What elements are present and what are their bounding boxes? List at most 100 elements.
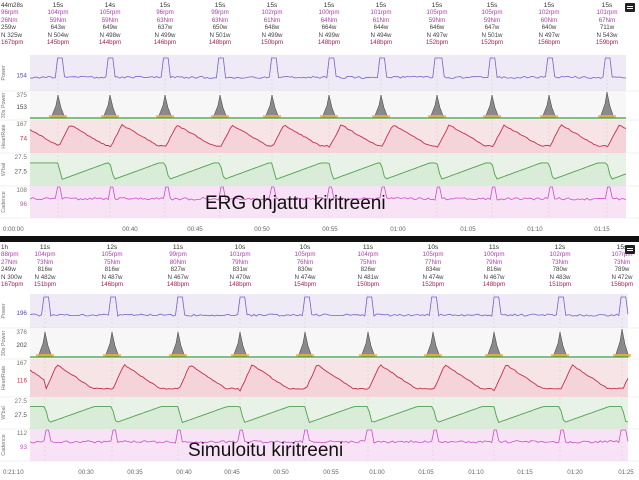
- track-current-value: 74: [20, 135, 28, 142]
- interval-n: N 498w: [99, 31, 121, 39]
- interval-column[interactable]: 11s 100rpm 79Nm 816w N 467w 148bpm: [474, 244, 514, 288]
- interval-column[interactable]: 15s 105rpm 59Nm 647w N 501w 152bpm: [472, 2, 512, 46]
- interval-column[interactable]: 11s 104rpm 73Nm 816w N 482w 151bpm: [25, 244, 65, 288]
- time-axis-label: 00:35: [127, 469, 143, 476]
- wbal-series: [30, 406, 629, 424]
- zone-band: [169, 354, 187, 357]
- track-background: [30, 328, 628, 359]
- time-axis-label: 01:10: [468, 469, 484, 476]
- zone-band: [320, 115, 338, 118]
- interval-nm: 75Nm: [359, 258, 377, 266]
- track-current-value: 154: [16, 72, 27, 79]
- interval-dur: 10s: [427, 244, 439, 251]
- interval-rpm: 105rpm: [481, 9, 503, 17]
- interval-dur: 11s: [362, 244, 374, 251]
- workout-summary: 1h 88rpm 27Nm 249w N 300w 167bpm: [1, 244, 23, 288]
- interval-bpm: 151bpm: [548, 281, 572, 289]
- time-axis-label: 00:45: [187, 226, 203, 233]
- interval-bpm: 148bpm: [482, 281, 506, 289]
- interval-column[interactable]: 15s 102rpm 61Nm 648w N 499w 150bpm: [252, 2, 292, 46]
- interval-w: 650w: [212, 24, 228, 32]
- interval-n: N 543w: [596, 31, 618, 39]
- zone-band: [103, 354, 121, 357]
- interval-column[interactable]: 15s 105rpm 59Nm 646w N 497w 152bpm: [417, 2, 457, 46]
- interval-dur: 15s: [601, 2, 613, 9]
- interval-nm: 59Nm: [483, 16, 501, 24]
- interval-dur: 15s: [543, 2, 555, 9]
- zone-band: [296, 354, 314, 357]
- interval-dur: 14s: [104, 2, 116, 9]
- zone-band: [263, 115, 281, 118]
- interval-column[interactable]: 10s 105rpm 76Nm 830w N 474w 154bpm: [285, 244, 325, 288]
- interval-column[interactable]: 14s 105rpm 59Nm 649w N 498w 144bpm: [90, 2, 130, 46]
- zone-band: [156, 115, 174, 118]
- interval-n: N 501w: [481, 31, 503, 39]
- track-top-value: 108: [16, 187, 27, 194]
- time-axis-label: 00:55: [323, 469, 339, 476]
- interval-bpm: 151bpm: [33, 281, 57, 289]
- summary-np: N 300w: [1, 273, 22, 281]
- workout-chart[interactable]: Power 196 30s Power 376 202 HeartRate 167 116 W'…: [0, 242, 639, 480]
- summary-torque: 26Nm: [1, 16, 18, 24]
- interval-bpm: 146bpm: [100, 281, 124, 289]
- interval-dur: 15s: [266, 2, 278, 9]
- interval-bpm: 148bpm: [208, 39, 232, 47]
- interval-column[interactable]: 15s 100rpm 64Nm 664w N 499w 148bpm: [309, 2, 349, 46]
- interval-w: 816w: [104, 266, 120, 274]
- interval-column[interactable]: 15s 96rpm 63Nm 637w N 499w 146bpm: [145, 2, 185, 46]
- interval-rpm: 102rpm: [538, 9, 560, 17]
- interval-column[interactable]: 11s 104rpm 75Nm 826w N 481w 150bpm: [348, 244, 388, 288]
- time-axis-label: 00:40: [176, 469, 192, 476]
- interval-rpm: 99rpm: [211, 9, 229, 17]
- interval-column[interactable]: 12s 102rpm 73Nm 780w N 483w 151bpm: [540, 244, 580, 288]
- zone-band: [231, 354, 249, 357]
- interval-column[interactable]: 15s 99rpm 63Nm 650w N 501w 148bpm: [200, 2, 240, 46]
- interval-w: 827w: [170, 266, 186, 274]
- interval-n: N 474w: [294, 273, 316, 281]
- track-label: HeartRate: [1, 366, 7, 391]
- zone-band: [613, 354, 631, 357]
- interval-column[interactable]: 15s 101rpm 67Nm 711w N 543w 159bpm: [587, 2, 627, 46]
- zone-band: [36, 354, 54, 357]
- flag-icon[interactable]: [625, 3, 635, 12]
- heart-rate-series: [29, 123, 627, 148]
- interval-w: 647w: [484, 24, 500, 32]
- interval-dur: 12s: [106, 244, 118, 251]
- interval-n: N 501w: [209, 31, 231, 39]
- zone-band: [359, 354, 377, 357]
- interval-n: N 482w: [34, 273, 56, 281]
- interval-dur: 15s: [486, 2, 498, 9]
- track-current-value: 196: [16, 310, 27, 317]
- interval-nm: 63Nm: [156, 16, 174, 24]
- track-label: HeartRate: [1, 124, 7, 149]
- heart-rate-fill: [30, 364, 628, 397]
- summary-power: 249w: [1, 266, 16, 274]
- time-axis-label: 00:45: [224, 469, 240, 476]
- track-top-value: 167: [16, 360, 27, 367]
- interval-n: N 483w: [549, 273, 571, 281]
- workout-chart[interactable]: Power 154 30s Power 375 153 HeartRate 167 74 W'b…: [0, 0, 639, 236]
- time-axis-label: 0:21:10: [3, 469, 24, 476]
- interval-column[interactable]: 11s 99rpm 80Nm 827w N 467w 148bpm: [158, 244, 198, 288]
- interval-bpm: 150bpm: [356, 281, 380, 289]
- interval-column[interactable]: 15s 104rpm 59Nm 643w N 504w 145bpm: [38, 2, 78, 46]
- interval-n: N 481w: [357, 273, 379, 281]
- interval-column[interactable]: 12s 105rpm 75Nm 816w N 487w 146bpm: [92, 244, 132, 288]
- track-top-value: 376: [16, 329, 27, 336]
- interval-column[interactable]: 15s 101rpm 61Nm 644w N 494w 148bpm: [361, 2, 401, 46]
- interval-nm: 80Nm: [169, 258, 187, 266]
- interval-column[interactable]: 15s 102rpm 60Nm 640w N 497w 156bpm: [529, 2, 569, 46]
- interval-column[interactable]: 10s 105rpm 77Nm 834w N 474w 152bpm: [413, 244, 453, 288]
- track-background: [30, 55, 626, 91]
- heart-rate-fill: [30, 124, 626, 153]
- interval-n: N 487w: [101, 273, 123, 281]
- interval-dur: 11s: [172, 244, 184, 251]
- track-top-value: 167: [16, 121, 27, 128]
- interval-column[interactable]: 15s 107rpm 73Nm 789w N 472w 156bpm: [602, 244, 639, 288]
- interval-dur: 10s: [234, 244, 246, 251]
- interval-bpm: 148bpm: [369, 39, 393, 47]
- interval-column[interactable]: 10s 101rpm 79Nm 831w N 470w 148bpm: [220, 244, 260, 288]
- flag-icon[interactable]: [625, 245, 635, 254]
- interval-n: N 470w: [229, 273, 251, 281]
- track-current-value: 27.5: [15, 412, 28, 419]
